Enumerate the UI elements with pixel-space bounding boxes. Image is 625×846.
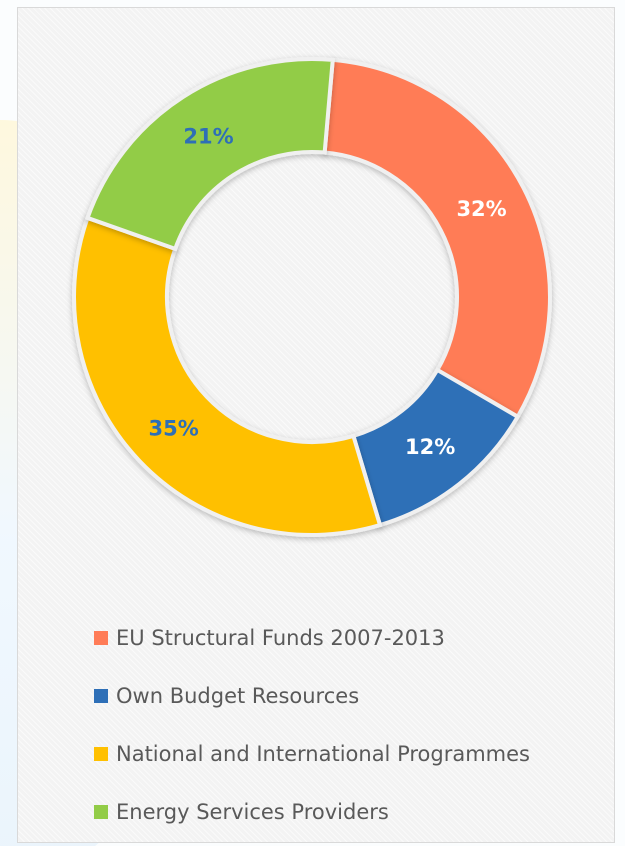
- legend-swatch: [94, 631, 108, 645]
- legend-label: Own Budget Resources: [116, 684, 360, 708]
- donut-slice-2: [72, 215, 383, 537]
- donut-chart: 32% 12% 35% 21%: [72, 57, 552, 537]
- slice-percent-label-2: 35%: [149, 417, 199, 441]
- legend-label: EU Structural Funds 2007-2013: [116, 626, 445, 650]
- legend-swatch: [94, 747, 108, 761]
- chart-area: 32% 12% 35% 21% EU Structural Funds 2007-20…: [17, 7, 615, 843]
- chart-legend: EU Structural Funds 2007-2013 Own Budget…: [94, 626, 530, 846]
- donut-slice-3: [84, 57, 335, 252]
- legend-label: Energy Services Providers: [116, 800, 389, 824]
- legend-swatch: [94, 805, 108, 819]
- legend-item-energy-services-providers: Energy Services Providers: [94, 800, 530, 824]
- legend-item-national-international-programmes: National and International Programmes: [94, 742, 530, 766]
- slice-percent-label-1: 12%: [405, 435, 455, 459]
- legend-label: National and International Programmes: [116, 742, 530, 766]
- legend-item-eu-structural-funds: EU Structural Funds 2007-2013: [94, 626, 530, 650]
- slice-percent-label-3: 21%: [183, 124, 233, 148]
- donut-slice-0: [322, 57, 552, 420]
- slice-percent-label-0: 32%: [456, 197, 506, 221]
- legend-swatch: [94, 689, 108, 703]
- legend-item-own-budget-resources: Own Budget Resources: [94, 684, 530, 708]
